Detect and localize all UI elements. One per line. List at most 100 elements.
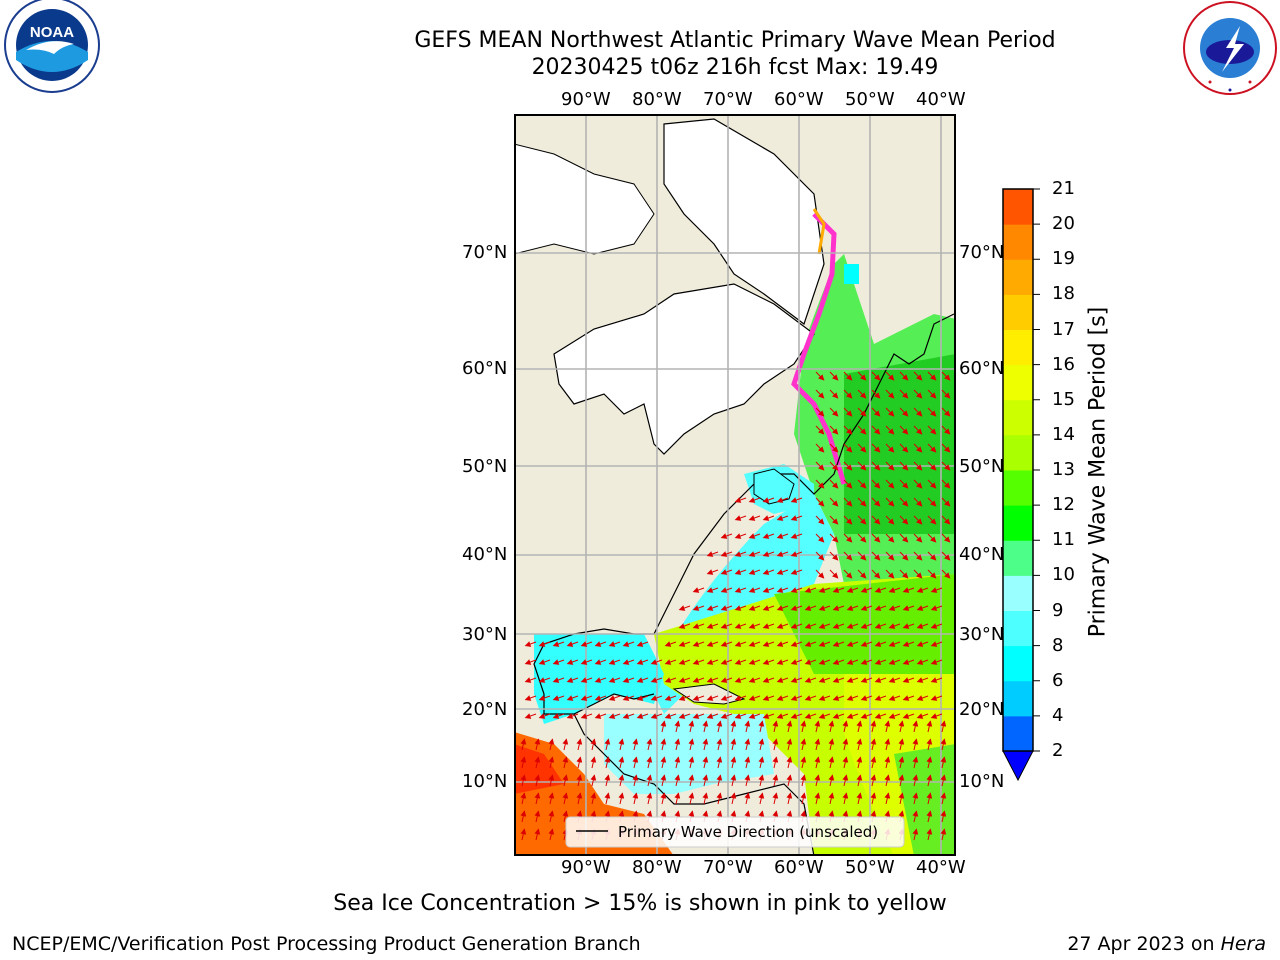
wave-direction-arrow: [758, 774, 765, 787]
wave-direction-arrow: [870, 792, 877, 805]
wave-direction-arrow: [804, 587, 817, 593]
wave-direction-arrow: [941, 569, 951, 579]
wave-direction-arrow: [828, 756, 835, 769]
wave-direction-arrow: [843, 371, 853, 381]
wave-direction-arrow: [636, 695, 649, 701]
wave-direction-arrow: [940, 756, 947, 769]
wave-direction-arrow: [899, 479, 909, 489]
wave-direction-arrow: [622, 641, 635, 647]
footer-machine: Hera: [1220, 933, 1266, 955]
wave-direction-arrow: [828, 720, 835, 733]
wave-direction-arrow: [888, 659, 901, 665]
wave-direction-arrow: [912, 774, 919, 787]
wave-direction-arrow: [829, 407, 839, 417]
wave-direction-arrow: [804, 605, 817, 611]
wave-direction-arrow: [815, 515, 825, 525]
wave-direction-arrow: [885, 569, 895, 579]
wave-direction-arrow: [594, 677, 607, 683]
wave-direction-arrow: [846, 623, 859, 629]
wave-direction-arrow: [814, 756, 821, 769]
wave-direction-arrow: [829, 425, 839, 435]
wave-direction-arrow: [818, 659, 831, 665]
map-legend: Primary Wave Direction (unscaled): [565, 816, 905, 848]
wave-direction-arrow: [800, 756, 807, 769]
wave-direction-arrow: [646, 774, 653, 787]
sea-ice-note: Sea Ice Concentration > 15% is shown in …: [333, 891, 947, 916]
wave-direction-arrow: [730, 792, 737, 805]
wave-direction-arrow: [786, 792, 793, 805]
wave-direction-arrow: [857, 479, 867, 489]
wave-direction-arrow: [762, 587, 775, 593]
lat-label-right: 40°N: [959, 544, 1005, 565]
wave-direction-arrow: [860, 695, 873, 701]
wave-direction-arrow: [927, 551, 937, 561]
wave-direction-arrow: [857, 443, 867, 453]
wave-direction-arrow: [786, 720, 793, 733]
wave-direction-arrow: [888, 587, 901, 593]
wave-direction-arrow: [730, 774, 737, 787]
wave-direction-arrow: [520, 738, 527, 751]
wave-direction-arrow: [776, 623, 789, 629]
wave-direction-arrow: [520, 828, 527, 841]
colorbar-tick-label: 21: [1052, 178, 1075, 199]
colorbar-cell: [1003, 259, 1033, 295]
wave-direction-arrow: [524, 677, 537, 683]
wave-direction-arrow: [829, 371, 839, 381]
wave-direction-arrow: [926, 774, 933, 787]
wave-direction-arrow: [870, 774, 877, 787]
wave-direction-arrow: [857, 407, 867, 417]
wave-direction-arrow: [580, 659, 593, 665]
wave-direction-arrow: [720, 533, 733, 539]
wave-direction-arrow: [608, 677, 621, 683]
wave-direction-arrow: [776, 551, 789, 557]
wave-direction-arrow: [692, 659, 705, 665]
footer-credit: NCEP/EMC/Verification Post Processing Pr…: [12, 933, 641, 955]
wave-direction-arrow: [829, 461, 839, 471]
wave-direction-arrow: [748, 587, 761, 593]
wave-direction-arrow: [552, 695, 565, 701]
colorbar-cell: [1003, 470, 1033, 506]
wave-direction-arrow: [927, 371, 937, 381]
wave-direction-arrow: [538, 641, 551, 647]
wave-direction-arrow: [702, 720, 709, 733]
noaa-logo-text: NOAA: [30, 24, 74, 41]
wave-direction-arrow: [930, 713, 943, 719]
wave-direction-arrow: [829, 515, 839, 525]
wave-direction-arrow: [776, 605, 789, 611]
wave-direction-arrow: [636, 713, 649, 719]
wave-direction-arrow: [871, 407, 881, 417]
wave-direction-arrow: [913, 407, 923, 417]
wave-direction-arrow: [734, 641, 747, 647]
wave-direction-arrow: [604, 774, 611, 787]
wave-direction-arrow: [815, 407, 825, 417]
wave-direction-arrow: [632, 792, 639, 805]
wave-direction-arrow: [776, 641, 789, 647]
wave-direction-arrow: [664, 659, 677, 665]
wave-direction-arrow: [748, 605, 761, 611]
wave-direction-arrow: [748, 713, 761, 719]
wave-direction-arrow: [818, 641, 831, 647]
wave-direction-arrow: [871, 497, 881, 507]
wave-direction-arrow: [632, 738, 639, 751]
colorbar-tick-label: 16: [1052, 353, 1075, 375]
wave-direction-arrow: [926, 828, 933, 841]
lat-label-left: 50°N: [462, 456, 508, 477]
wave-direction-arrow: [674, 792, 681, 805]
wave-direction-arrow: [786, 774, 793, 787]
wave-direction-arrow: [744, 774, 751, 787]
wave-direction-arrow: [580, 713, 593, 719]
wave-direction-arrow: [930, 695, 943, 701]
colorbar-cell: [1003, 329, 1033, 366]
wave-direction-arrow: [857, 515, 867, 525]
wave-direction-arrow: [594, 713, 607, 719]
wave-direction-arrow: [702, 792, 709, 805]
wave-direction-arrow: [846, 713, 859, 719]
wave-direction-arrow: [692, 605, 705, 611]
wave-direction-arrow: [734, 497, 747, 503]
wave-direction-arrow: [776, 497, 789, 503]
wave-direction-arrow: [534, 738, 541, 751]
wave-direction-arrow: [885, 443, 895, 453]
wave-direction-arrow: [829, 389, 839, 399]
wave-direction-arrow: [720, 605, 733, 611]
colorbar-cell: [1003, 364, 1033, 401]
